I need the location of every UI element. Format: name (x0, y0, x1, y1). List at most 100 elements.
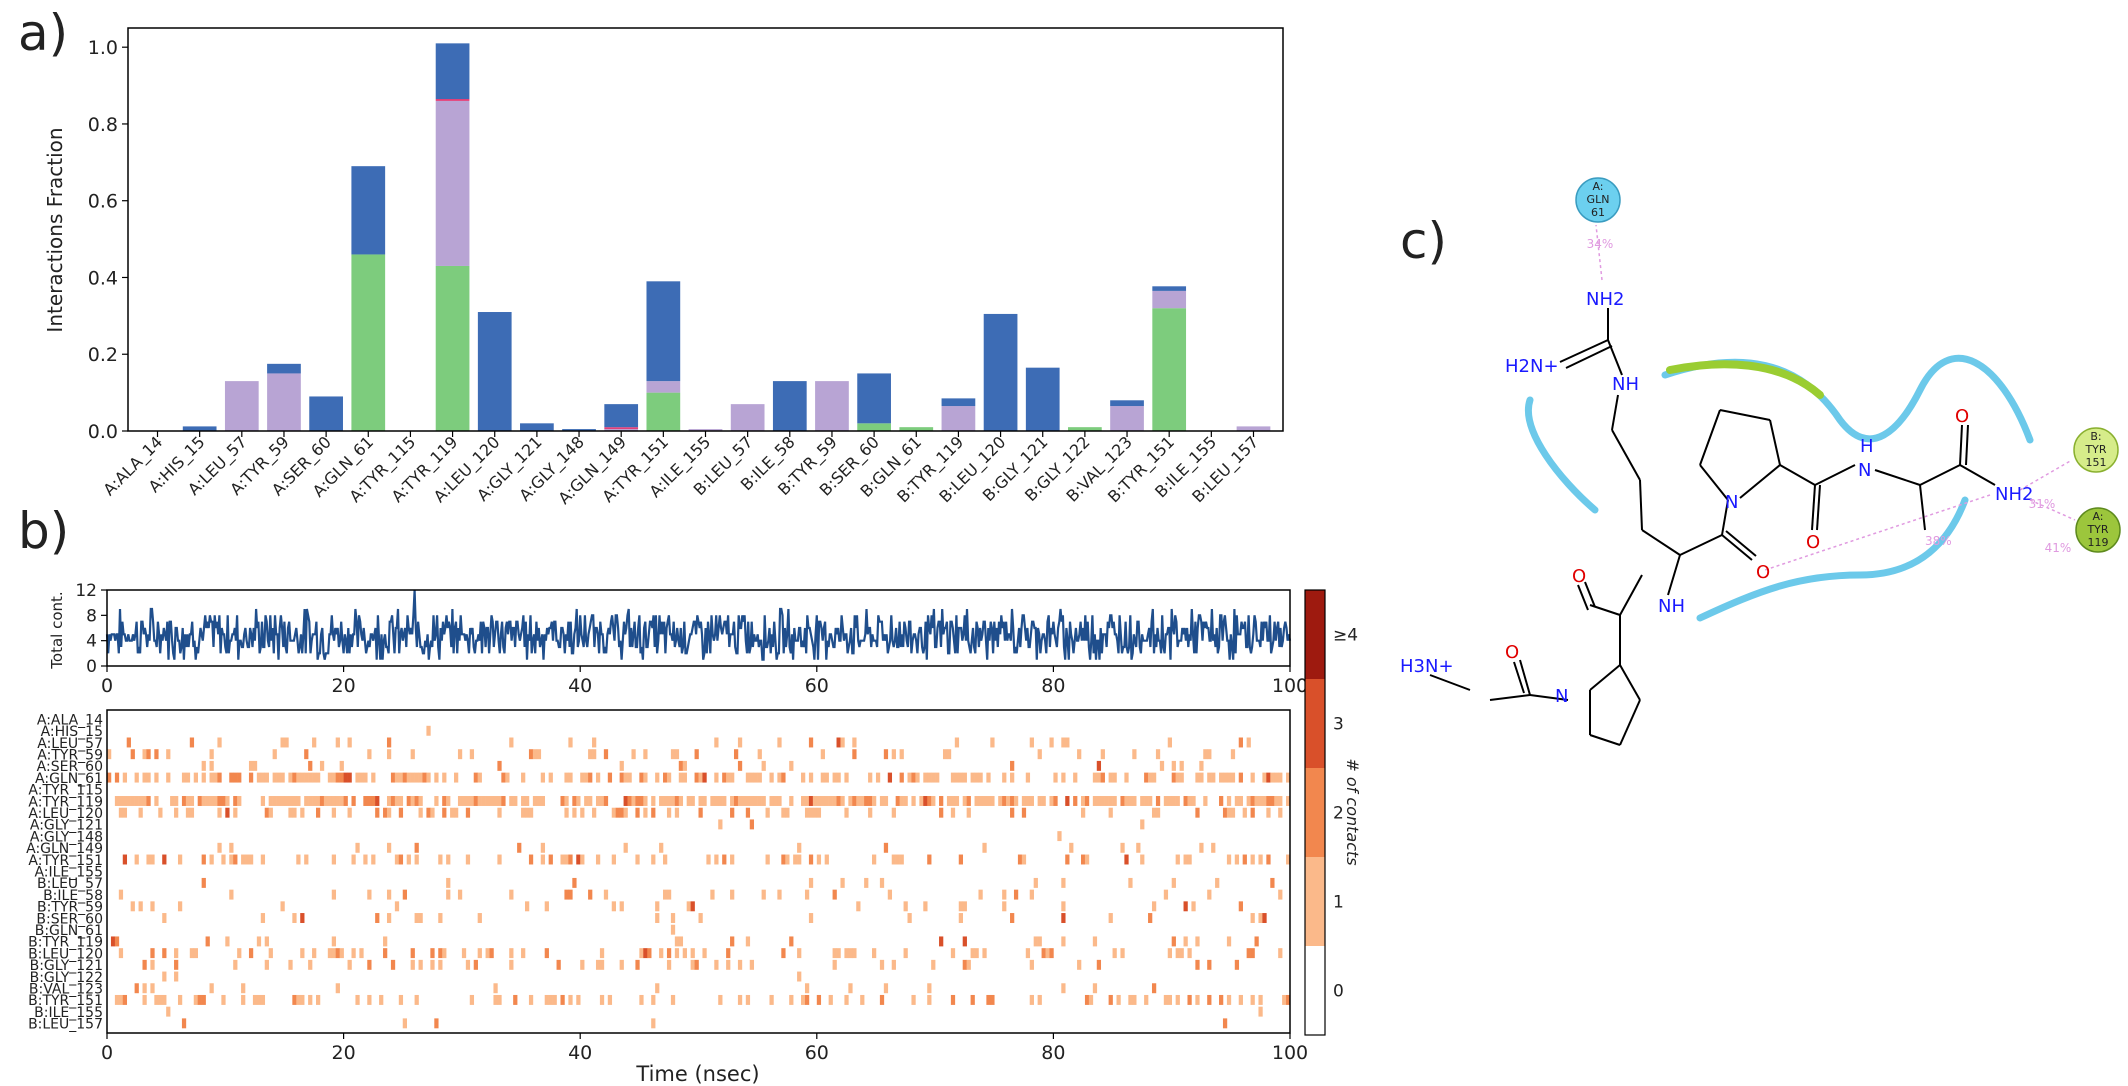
heatmap-cell (146, 749, 151, 760)
heatmap-cell (386, 749, 392, 760)
colorbar-tick-label: 0 (1333, 982, 1344, 1002)
heatmap-cell (118, 796, 124, 806)
svg-text:TYR: TYR (2086, 523, 2108, 536)
heatmap-cell (828, 796, 833, 806)
heatmap-cell (450, 807, 455, 818)
colorbar-tick-label: 1 (1333, 893, 1344, 913)
heatmap-cell (1010, 913, 1015, 923)
heatmap-cell (1096, 959, 1102, 970)
heatmap-cell (181, 796, 187, 806)
heatmap-cell (524, 807, 530, 818)
heatmap-cell (1199, 772, 1204, 783)
atom-nh2-top: NH2 (1586, 289, 1624, 310)
heatmap-cell (1148, 796, 1153, 806)
heatmap-cell (473, 772, 478, 783)
heatmap-cell (493, 983, 498, 994)
heatmap-cell (150, 983, 155, 994)
heatmap-cell (808, 913, 814, 923)
heatmap-cell (603, 796, 609, 806)
heatmap-cell (118, 807, 124, 818)
heatmap-cell (623, 772, 628, 783)
heatmap-cell (233, 796, 238, 806)
heatmap-cell (189, 948, 195, 959)
heatmap-cell (1108, 772, 1113, 783)
atom-nh-amide: NH (1658, 596, 1685, 617)
heatmap-cell (268, 807, 273, 818)
heatmap-cell (852, 737, 857, 748)
heatmap-cell (1084, 854, 1090, 865)
heatmap-cell (848, 948, 853, 959)
heatmap-cell (394, 796, 400, 806)
heatmap-cell (410, 796, 415, 806)
heatmap-cell (722, 796, 727, 806)
heatmap-cell (288, 772, 293, 783)
heatmap-cell (769, 994, 774, 1005)
heatmap-cell (1258, 994, 1263, 1005)
heatmap-cell (122, 994, 128, 1005)
heatmap-cell (521, 948, 526, 959)
heatmap-cell (331, 889, 337, 900)
heatmap-cell (304, 749, 309, 760)
heatmap-cell (1179, 772, 1184, 783)
heatmap-cell (619, 760, 624, 771)
heatmap-cell (733, 796, 739, 806)
bar-segment (224, 381, 259, 431)
heatmap-cell (1179, 948, 1184, 959)
heatmap-cell (864, 877, 869, 888)
heatmap-cell (237, 948, 242, 959)
heatmap-cell (1029, 994, 1034, 1005)
heatmap-cell (233, 854, 238, 865)
svg-text:A:: A: (2092, 510, 2103, 523)
heatmap-cell (781, 854, 786, 865)
heatmap-cell (319, 760, 325, 771)
heatmap-cell (931, 796, 936, 806)
bar-segment (1152, 286, 1187, 291)
heatmap-cell (635, 854, 640, 865)
heatmap-cell (808, 877, 814, 888)
heatmap-cell (939, 796, 944, 806)
heatmap-cell (580, 772, 585, 783)
heatmap-cell (666, 889, 672, 900)
y-tick-label: 0.4 (88, 267, 118, 289)
heatmap-cell (166, 749, 171, 760)
heatmap-cell (1092, 772, 1098, 783)
heatmap-cell (414, 796, 419, 806)
heatmap-cell (737, 760, 743, 771)
x-tick-label: 80 (1041, 675, 1065, 697)
heatmap-cell (749, 959, 755, 970)
heatmap-cell (442, 948, 447, 959)
heatmap-cell (414, 913, 419, 923)
heatmap-cell (812, 796, 818, 806)
x-tick-label: 20 (332, 675, 356, 697)
heatmap-cell (343, 796, 348, 806)
heatmap-cell (1183, 854, 1188, 865)
heatmap-cell (777, 796, 782, 806)
heatmap-cell (1061, 877, 1066, 888)
heatmap-cell (1049, 737, 1054, 748)
heatmap-cell (1270, 772, 1275, 783)
colorbar-tick-label: 2 (1333, 804, 1344, 824)
colorbar-tick-label: 3 (1333, 715, 1344, 735)
heatmap-cell (505, 772, 510, 783)
heatmap-cell (801, 772, 806, 783)
heatmap-cell (595, 959, 601, 970)
heatmap-cell (966, 959, 971, 970)
bar-segment (646, 281, 681, 382)
heatmap-cell (564, 772, 569, 783)
heatmap-cell (315, 807, 321, 818)
bar-segment (477, 312, 512, 431)
heatmap-cell (485, 948, 490, 959)
heatmap-cell (718, 796, 723, 806)
heatmap-cell (666, 807, 672, 818)
heatmap-cell (1010, 807, 1015, 818)
heatmap-cell (1025, 948, 1031, 959)
heatmap-cell (292, 796, 297, 806)
heatmap-cell (745, 807, 751, 818)
heatmap-cell (990, 994, 995, 1005)
heatmap-cell (521, 807, 526, 818)
heatmap-cell (982, 842, 987, 853)
heatmap-cell (351, 854, 356, 865)
heatmap-cell (1120, 842, 1125, 853)
heatmap-cell (315, 796, 321, 806)
heatmap-cell (189, 807, 195, 818)
